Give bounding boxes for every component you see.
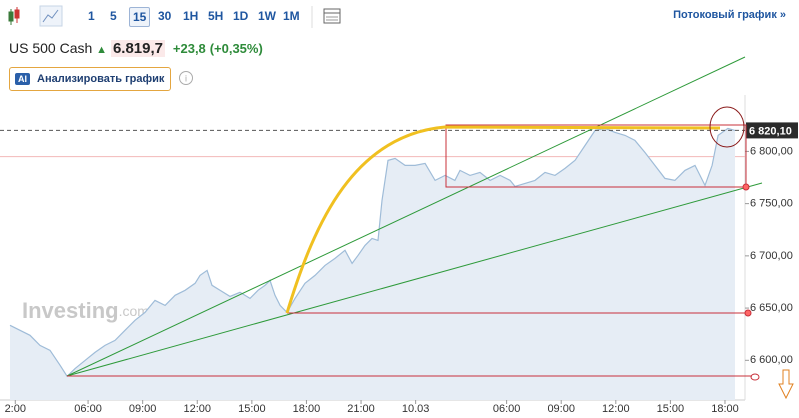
x-tick-label: 15:00 [238, 403, 266, 415]
x-tick-label: 09:00 [129, 403, 157, 415]
interval-button[interactable]: 1D [233, 9, 249, 23]
x-tick-label: 12:00 [602, 403, 630, 415]
annotations [66, 56, 794, 400]
interval-button[interactable]: 1W [258, 9, 276, 23]
price-area [10, 128, 735, 400]
change: +23,8 [172, 41, 206, 56]
toolbar-icons [8, 5, 341, 28]
change-percent: (+0,35%) [209, 41, 263, 56]
price-line [9, 127, 736, 378]
ai-badge: AI [15, 73, 30, 85]
y-tick-label: 6 800,00 [750, 145, 793, 157]
ai-label: Анализировать график [37, 73, 165, 85]
up-arrow: ▲ [96, 44, 108, 56]
interval-button[interactable]: 5 [110, 9, 117, 23]
info-icon[interactable]: i [178, 70, 194, 86]
x-tick-label: 06:00 [74, 403, 102, 415]
watermark: Investing.com [22, 298, 149, 323]
interval-button[interactable]: 5H [208, 9, 224, 23]
x-tick-label: 09:00 [547, 403, 575, 415]
x-tick-label: 2:00 [5, 403, 26, 415]
price-label-box [746, 122, 798, 139]
price-label: 6 820,10 [749, 125, 792, 137]
svg-text:i: i [185, 73, 187, 83]
x-tick-label: 06:00 [493, 403, 521, 415]
streaming-link[interactable]: Потоковый график » [673, 9, 786, 21]
y-tick-label: 6 650,00 [750, 302, 793, 314]
y-tick-label: 6 600,00 [750, 354, 793, 366]
quote-header: US 500 Cash ▲ 6.819,7 +23,8 (+0,35%) [9, 40, 263, 57]
x-tick-label: 10.03 [402, 403, 430, 415]
ai-button[interactable]: AI Анализировать график [9, 67, 172, 91]
interval-button[interactable]: 1 [88, 9, 95, 23]
watermark-brand: Investing [22, 298, 119, 323]
interval-button[interactable]: 30 [158, 9, 172, 23]
x-tick-label: 18:00 [293, 403, 321, 415]
y-tick-label: 6 700,00 [750, 250, 793, 262]
x-tick-label: 15:00 [657, 403, 685, 415]
interval-button[interactable]: 15 [129, 7, 151, 27]
x-tick-label: 12:00 [183, 403, 211, 415]
symbol: US 500 Cash [9, 40, 93, 56]
price: 6.819,7 [110, 40, 165, 57]
y-tick-label: 6 750,00 [750, 198, 793, 210]
interval-button[interactable]: 1M [283, 9, 300, 23]
x-tick-label: 21:00 [347, 403, 375, 415]
x-tick-label: 18:00 [711, 403, 739, 415]
interval-button[interactable]: 1H [183, 9, 199, 23]
